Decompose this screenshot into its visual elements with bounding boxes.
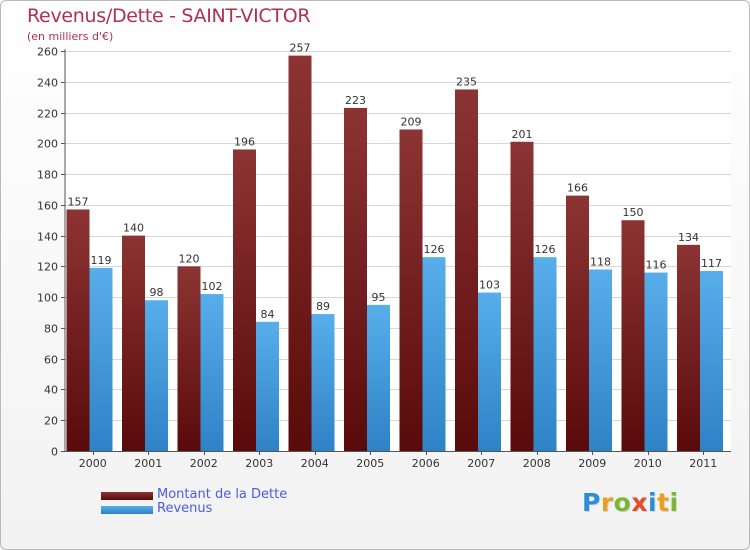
bar-revenue bbox=[533, 257, 557, 451]
data-label-revenue: 119 bbox=[91, 254, 112, 267]
bar-debt bbox=[566, 195, 589, 451]
y-tick-label: 20 bbox=[44, 415, 58, 428]
y-tick-label: 200 bbox=[37, 138, 58, 151]
x-tick-label: 2001 bbox=[134, 457, 162, 470]
data-label-debt: 120 bbox=[179, 252, 200, 265]
y-tick-label: 0 bbox=[51, 446, 58, 459]
bars bbox=[66, 55, 723, 451]
bar-debt bbox=[455, 89, 478, 451]
y-axis-ticks: 0 20 40 60 80 100 120 140 160 180 200 220 240 260 bbox=[37, 46, 65, 459]
data-label-revenue: 126 bbox=[535, 243, 556, 256]
data-label-debt: 166 bbox=[567, 182, 588, 195]
x-tick-label: 2009 bbox=[578, 457, 606, 470]
bar-revenue bbox=[367, 304, 390, 451]
bar-revenue bbox=[200, 294, 224, 451]
data-label-debt: 134 bbox=[678, 231, 699, 244]
legend-swatch-revenue bbox=[101, 506, 153, 514]
y-tick-label: 60 bbox=[44, 354, 58, 367]
data-label-debt: 235 bbox=[456, 75, 477, 88]
proxiti-logo: Proxiti bbox=[582, 488, 679, 517]
data-label-revenue: 103 bbox=[479, 279, 500, 292]
data-label-revenue: 95 bbox=[372, 291, 386, 304]
x-tick-label: 2002 bbox=[190, 457, 218, 470]
data-label-debt: 150 bbox=[623, 206, 644, 219]
bar-revenue bbox=[589, 269, 612, 451]
x-tick-label: 2011 bbox=[689, 457, 717, 470]
x-tick-label: 2004 bbox=[301, 457, 329, 470]
bar-debt bbox=[344, 107, 367, 451]
x-tick-label: 2003 bbox=[245, 457, 273, 470]
data-label-debt: 257 bbox=[290, 42, 311, 55]
bar-debt bbox=[177, 266, 201, 451]
x-tick-label: 2007 bbox=[467, 457, 495, 470]
data-label-revenue: 98 bbox=[150, 286, 164, 299]
grid-lines bbox=[65, 51, 731, 421]
bar-debt bbox=[122, 235, 145, 451]
plot-background bbox=[65, 51, 731, 451]
y-tick-label: 80 bbox=[44, 323, 58, 336]
y-tick-label: 120 bbox=[37, 261, 58, 274]
y-tick-label: 260 bbox=[37, 46, 58, 59]
bar-revenue bbox=[311, 314, 335, 451]
chart-subtitle: (en milliers d'€) bbox=[27, 30, 114, 43]
y-tick-label: 240 bbox=[37, 77, 58, 90]
bar-debt bbox=[677, 244, 700, 451]
bar-revenue bbox=[89, 267, 113, 451]
bar-debt bbox=[288, 55, 312, 451]
y-tick-label: 140 bbox=[37, 231, 58, 244]
chart-title: Revenus/Dette - SAINT-VICTOR bbox=[27, 5, 311, 27]
data-label-revenue: 102 bbox=[202, 280, 223, 293]
bar-revenue bbox=[422, 257, 446, 451]
data-label-revenue: 126 bbox=[424, 243, 445, 256]
bar-revenue bbox=[644, 272, 668, 451]
y-tick-label: 100 bbox=[37, 292, 58, 305]
bar-debt bbox=[510, 141, 534, 451]
bar-debt bbox=[233, 149, 256, 451]
bar-debt bbox=[621, 220, 645, 451]
data-label-debt: 209 bbox=[401, 115, 422, 128]
data-label-revenue: 118 bbox=[590, 255, 611, 268]
bar-revenue bbox=[256, 321, 279, 451]
x-tick-label: 2008 bbox=[523, 457, 551, 470]
bar-revenue bbox=[478, 292, 501, 451]
data-label-revenue: 84 bbox=[261, 308, 275, 321]
data-label-revenue: 117 bbox=[701, 257, 722, 270]
data-labels: 157 119 140 98 120 102 196 84 257 89 223 95 209 126 23… bbox=[68, 42, 723, 321]
x-tick-label: 2000 bbox=[79, 457, 107, 470]
data-label-revenue: 89 bbox=[316, 300, 330, 313]
bar-debt bbox=[66, 209, 90, 451]
legend-swatch-debt bbox=[101, 492, 153, 500]
bar-debt bbox=[399, 129, 423, 451]
x-tick-label: 2005 bbox=[356, 457, 384, 470]
legend-label-revenue: Revenus bbox=[157, 501, 213, 516]
y-tick-label: 160 bbox=[37, 200, 58, 213]
data-label-debt: 196 bbox=[234, 135, 255, 148]
x-tick-label: 2006 bbox=[412, 457, 440, 470]
bar-revenue bbox=[145, 300, 168, 451]
y-tick-label: 40 bbox=[44, 384, 58, 397]
data-label-debt: 223 bbox=[345, 94, 366, 107]
x-axis-ticks: 2000 2001 2002 2003 2004 2005 2006 2007 2008 2009… bbox=[79, 451, 717, 470]
data-label-debt: 201 bbox=[512, 128, 533, 141]
data-label-debt: 140 bbox=[123, 222, 144, 235]
legend-label-debt: Montant de la Dette bbox=[157, 487, 288, 502]
bar-revenue bbox=[700, 271, 723, 451]
y-tick-label: 180 bbox=[37, 169, 58, 182]
x-tick-label: 2010 bbox=[634, 457, 662, 470]
data-label-debt: 157 bbox=[68, 195, 89, 208]
y-tick-label: 220 bbox=[37, 108, 58, 121]
data-label-revenue: 116 bbox=[646, 259, 667, 272]
